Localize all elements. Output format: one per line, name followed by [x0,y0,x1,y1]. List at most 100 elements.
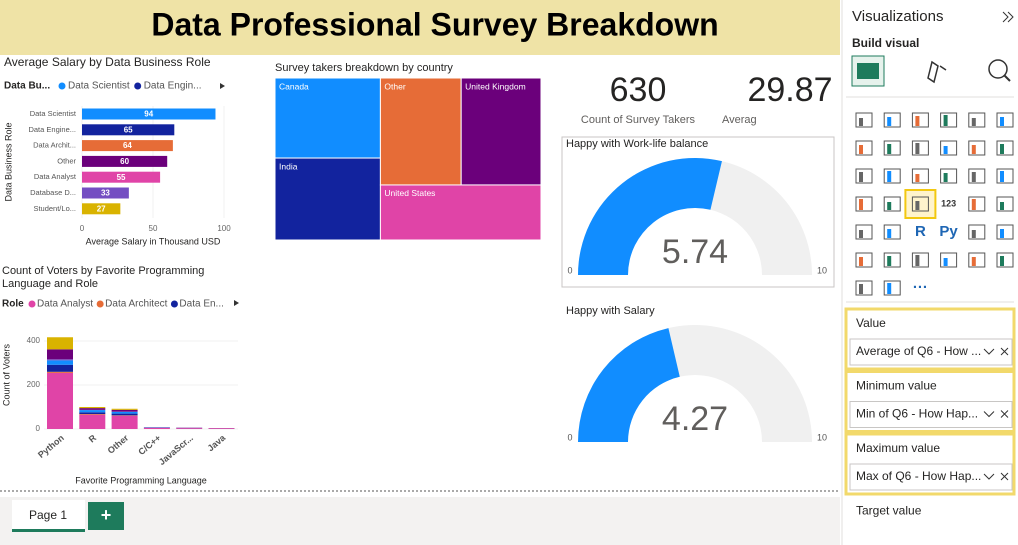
bar-segment [111,408,138,410]
visual-icon[interactable] [940,140,958,156]
tile-label: United Kingdom [465,81,525,91]
visual-icon[interactable] [855,168,873,184]
treemap-tile [274,77,381,159]
data-label: 65 [124,125,133,134]
bar-segment [79,408,106,410]
data-label: 94 [144,110,153,119]
visual-icon-accent [971,199,976,210]
visual-icon[interactable] [855,224,873,240]
visual-icon-accent [859,257,863,266]
visual-icon[interactable] [911,140,929,156]
visual-icon[interactable] [883,196,901,212]
well-field[interactable] [849,401,1013,428]
visual-icon[interactable] [996,196,1014,212]
y-tick-label: Other [57,156,76,165]
icon-text[interactable]: 123 [941,198,956,208]
add-page-button[interactable] [88,502,124,530]
visual-icon[interactable] [911,168,929,184]
bar [82,155,168,167]
page-tab[interactable] [12,500,85,532]
visual-icon[interactable] [996,252,1014,268]
page-tab-label[interactable]: Page 1 [29,508,67,522]
visual-icon[interactable] [883,112,901,128]
legend-arrow[interactable] [234,300,239,306]
bar-segment [111,415,138,429]
icon-text[interactable]: Py [939,223,958,240]
visual-icon-accent [971,118,976,126]
visual-icon-accent [887,256,892,266]
visual-icon[interactable] [855,140,873,156]
visual-icons: 123 R Py ··· [855,112,1014,296]
chevron[interactable] [983,348,995,355]
chevron[interactable] [983,411,995,418]
visual-icon[interactable] [883,224,901,240]
bar-segment [111,411,138,414]
visual-icon[interactable] [968,140,986,156]
remove-icon[interactable] [1000,347,1009,356]
tab-bar [0,497,840,545]
treemap-tile [379,184,542,241]
icon-text[interactable]: R [915,223,926,240]
visual-icon[interactable] [911,112,929,128]
visual-icon-accent [887,229,892,238]
visual-icon[interactable] [883,168,901,184]
legend-dot [28,300,36,308]
visual-icon[interactable] [996,140,1014,156]
visual-icon-accent [943,173,948,182]
well-field-text: Average of Q6 - How ... [856,344,981,358]
visual-icon[interactable] [911,196,929,212]
visual-icon-accent [887,171,892,182]
field-wells: Value Average of Q6 - How ... Minimum valu… [844,307,1016,518]
tile-label: India [279,161,298,171]
visual-icon[interactable] [940,168,958,184]
analytics-icon[interactable] [988,59,1008,79]
chart-title: Count of Voters by Favorite Programming [2,265,204,277]
visual-icon[interactable] [968,168,986,184]
visual-icon[interactable] [883,252,901,268]
visual-icon[interactable] [968,252,986,268]
gauge-min: 0 [567,432,572,442]
visual-icon[interactable] [996,168,1014,184]
y-tick-label: 400 [27,336,41,345]
collapse-icon[interactable] [1007,11,1014,23]
icon-text[interactable]: ··· [913,279,928,296]
visual-icon[interactable] [968,196,986,212]
remove-icon[interactable] [1000,410,1009,418]
well-field[interactable] [849,338,1013,366]
add-page-label[interactable]: + [101,505,112,525]
collapse-icon[interactable] [1002,11,1009,23]
visual-icon[interactable] [940,252,958,268]
visual-icon[interactable] [968,112,986,128]
visual-icon[interactable] [855,112,873,128]
gauge-max: 10 [817,265,827,275]
visual-icon[interactable] [883,140,901,156]
visual-icon[interactable] [996,112,1014,128]
remove-icon[interactable] [1000,472,1009,481]
format-icon[interactable] [927,60,947,84]
visual-icon[interactable] [968,224,986,240]
selected-visual-border[interactable] [561,136,835,288]
well-label: Minimum value [856,379,937,393]
selected-icon-frame [904,189,937,219]
bar-segment [47,364,73,372]
visual-icon[interactable] [855,280,873,296]
visual-icon-accent [859,118,863,126]
visual-icon-accent [887,202,892,210]
well-field[interactable] [849,463,1013,491]
visual-icon[interactable] [940,112,958,128]
visual-icon[interactable] [883,280,901,296]
visual-icon[interactable] [855,252,873,268]
page-tab-underline [12,529,85,532]
visual-icon[interactable] [855,196,873,212]
pane [842,0,1018,545]
visual-icon[interactable] [996,224,1014,240]
visual-icon-accent [971,257,976,266]
visual-icon[interactable] [911,252,929,268]
legend-arrow[interactable] [220,83,225,89]
bar [82,171,161,183]
chevron[interactable] [983,473,995,480]
y-axis-label: Data Business Role [3,122,13,201]
bar-segment [47,349,73,360]
treemap-tile [274,157,381,241]
x-tick-label: 50 [149,224,158,233]
